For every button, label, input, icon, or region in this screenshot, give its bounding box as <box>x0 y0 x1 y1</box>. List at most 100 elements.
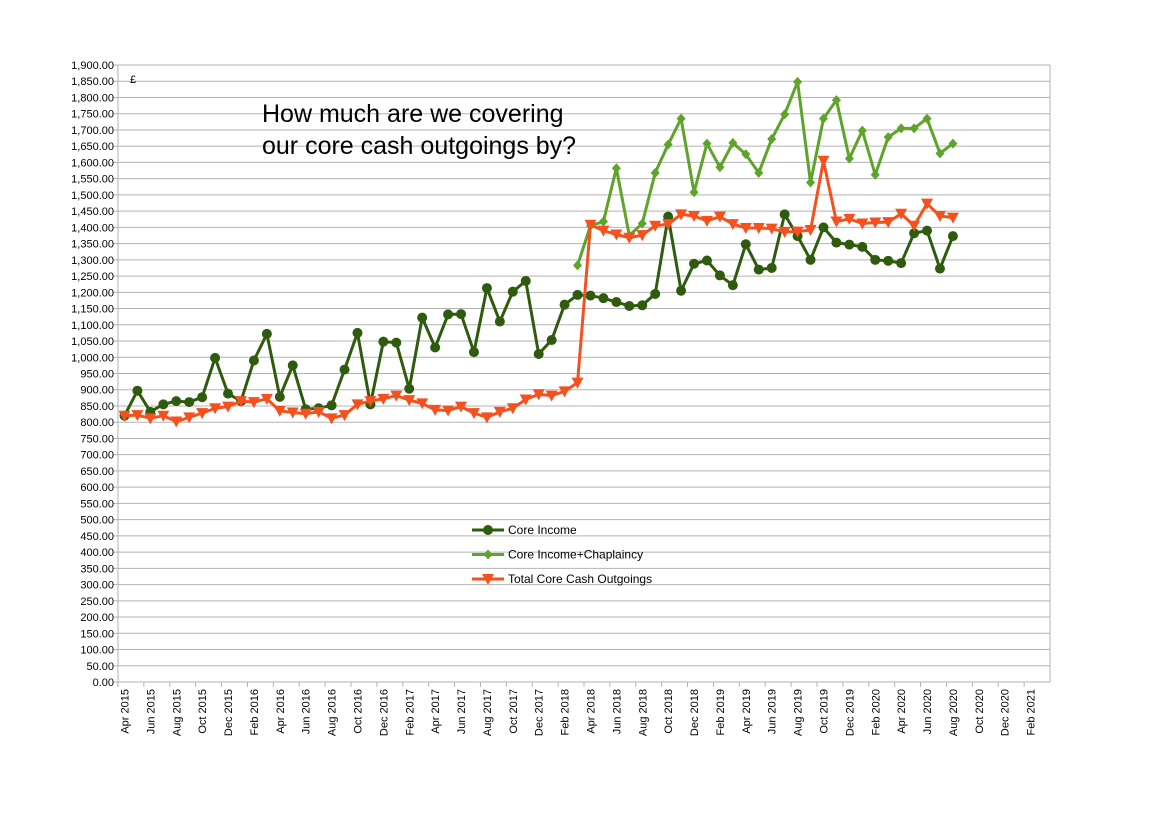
data-point <box>882 217 895 229</box>
data-point <box>170 416 183 428</box>
data-point <box>623 232 636 244</box>
axes <box>113 64 1051 687</box>
y-tick-label: 1,800.00 <box>71 92 114 104</box>
y-tick-label: 350.00 <box>80 563 114 575</box>
data-point <box>649 220 662 232</box>
x-tick-label: Oct 2015 <box>197 689 209 734</box>
data-point <box>908 220 921 232</box>
x-tick-label: Jun 2015 <box>145 689 157 734</box>
data-point <box>274 391 285 402</box>
data-point <box>791 226 804 238</box>
series-1 <box>119 209 958 421</box>
data-point <box>676 113 686 124</box>
x-tick-label: Apr 2017 <box>430 689 442 734</box>
data-point <box>299 408 312 420</box>
data-point <box>494 316 505 327</box>
y-tick-label: 1,500.00 <box>71 190 114 202</box>
data-point <box>830 216 843 228</box>
y-tick-label: 1,900.00 <box>71 60 114 72</box>
legend: Core Income Core Income+Chaplaincy Total C… <box>472 523 652 586</box>
data-point <box>467 408 480 420</box>
data-point <box>715 162 725 173</box>
data-point <box>351 399 364 411</box>
x-tick-label: Dec 2020 <box>1000 689 1012 736</box>
data-point <box>806 177 816 188</box>
x-tick-label: Feb 2018 <box>560 689 572 735</box>
y-tick-label: 100.00 <box>80 645 114 657</box>
x-tick-label: Apr 2020 <box>896 689 908 734</box>
data-point <box>184 397 195 408</box>
data-point <box>210 352 221 363</box>
data-point <box>921 198 934 210</box>
data-point <box>131 410 144 422</box>
y-tick-label: 650.00 <box>80 466 114 478</box>
data-point <box>352 327 363 338</box>
data-point <box>922 225 933 236</box>
data-point <box>559 299 570 310</box>
data-point <box>584 219 597 231</box>
data-point <box>831 237 842 248</box>
data-point <box>430 342 441 353</box>
data-point <box>325 413 338 425</box>
y-tick-label: 950.00 <box>80 369 114 381</box>
data-point <box>935 148 945 159</box>
data-point <box>817 155 830 167</box>
y-tick-label: 1,850.00 <box>71 76 114 88</box>
y-tick-label: 1,550.00 <box>71 174 114 186</box>
data-point <box>391 337 402 348</box>
data-point <box>403 395 416 407</box>
data-point <box>869 217 882 229</box>
series-2 <box>573 76 958 271</box>
data-point <box>287 360 298 371</box>
data-point <box>688 211 701 223</box>
data-point <box>390 390 403 402</box>
x-tick-label: Aug 2017 <box>482 689 494 736</box>
y-tick-label: 1,350.00 <box>71 239 114 251</box>
y-unit-label: £ <box>130 74 137 86</box>
data-point <box>728 137 738 148</box>
data-point <box>545 390 558 402</box>
legend-marker <box>483 549 493 560</box>
y-tick-label: 1,150.00 <box>71 304 114 316</box>
y-tick-label: 400.00 <box>80 547 114 559</box>
y-tick-label: 300.00 <box>80 580 114 592</box>
data-point <box>223 388 234 399</box>
data-point <box>533 349 544 360</box>
series-3 <box>118 155 959 428</box>
x-tick-label: Aug 2019 <box>793 689 805 736</box>
data-point <box>767 134 777 145</box>
data-point <box>585 290 596 301</box>
y-axis-tick-labels: 0.00 50.00 100.00 150.00 200.00 250.00 300.00 3… <box>71 60 114 689</box>
data-point <box>573 260 583 271</box>
data-point <box>946 212 959 224</box>
data-point <box>779 209 790 220</box>
data-point <box>468 347 479 358</box>
y-tick-label: 250.00 <box>80 596 114 608</box>
x-tick-label: Dec 2019 <box>844 689 856 736</box>
data-point <box>339 364 350 375</box>
y-tick-label: 1,700.00 <box>71 125 114 137</box>
x-tick-label: Jun 2019 <box>767 689 779 734</box>
data-point <box>636 230 649 242</box>
data-point <box>700 215 713 227</box>
data-point <box>818 113 828 124</box>
data-point <box>118 410 131 422</box>
data-point <box>844 239 855 250</box>
y-tick-label: 1,600.00 <box>71 157 114 169</box>
data-point <box>857 241 868 252</box>
x-tick-label: Dec 2015 <box>223 689 235 736</box>
data-point <box>611 297 622 308</box>
data-point <box>948 138 958 149</box>
y-tick-label: 200.00 <box>80 612 114 624</box>
x-tick-label: Oct 2019 <box>818 689 830 734</box>
data-point <box>144 413 157 425</box>
data-point <box>754 167 764 178</box>
data-point <box>740 239 751 250</box>
x-tick-label: Aug 2016 <box>327 689 339 736</box>
data-point <box>676 285 687 296</box>
data-point <box>689 187 699 198</box>
y-tick-label: 0.00 <box>93 677 114 689</box>
data-point <box>857 125 867 136</box>
y-tick-label: 1,050.00 <box>71 336 114 348</box>
data-point <box>870 254 881 265</box>
